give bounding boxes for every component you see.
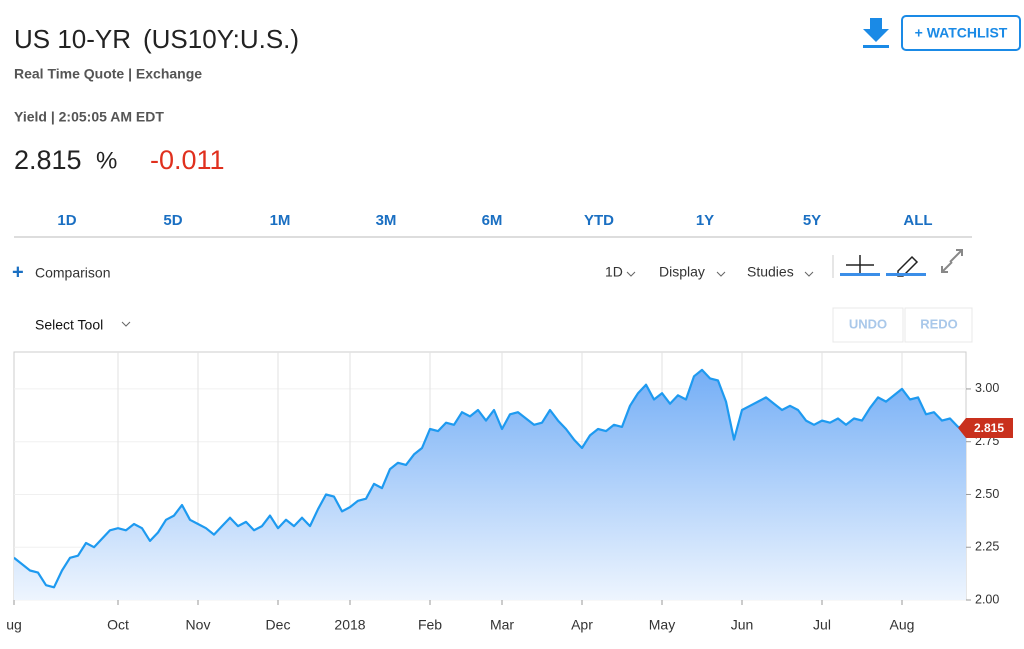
display-button[interactable]: Display <box>659 264 705 280</box>
price-line <box>14 368 966 589</box>
yield-label: Yield | 2:05:05 AM EDT <box>14 109 164 125</box>
x-tick-label: Jul <box>813 617 831 633</box>
x-tick-label: Mar <box>490 617 514 633</box>
draw-tool[interactable] <box>886 255 926 277</box>
x-tick-label: Feb <box>418 617 442 633</box>
y-tick-label: 2.00 <box>975 592 999 606</box>
subtitle: Real Time Quote | Exchange <box>14 66 202 82</box>
plot-area <box>14 368 966 600</box>
range-tab[interactable]: 1D <box>57 212 76 229</box>
comparison-button[interactable]: Comparison <box>35 265 110 281</box>
x-tick-label: Nov <box>186 617 211 633</box>
x-tick-label: Jun <box>731 617 754 633</box>
range-tab[interactable]: 5D <box>163 212 182 229</box>
x-tick-label: Oct <box>107 617 129 633</box>
x-tick-label: Aug <box>890 617 915 633</box>
range-tab[interactable]: 5Y <box>803 212 821 229</box>
range-tab[interactable]: YTD <box>584 212 614 229</box>
watchlist-label[interactable]: + WATCHLIST <box>915 25 1008 41</box>
last-value-tag <box>958 417 1013 438</box>
y-tick-label: 2.50 <box>975 487 999 501</box>
redo-label[interactable]: REDO <box>920 316 958 331</box>
interval-button[interactable]: 1D <box>605 264 623 280</box>
comparison-plus[interactable]: + <box>12 261 24 283</box>
studies-button[interactable]: Studies <box>747 264 794 280</box>
expand-button[interactable] <box>941 249 963 273</box>
undo-label[interactable]: UNDO <box>849 316 887 331</box>
redo-button[interactable] <box>904 307 973 343</box>
chevron <box>716 271 726 277</box>
chevron <box>626 271 636 277</box>
price-unit: % <box>96 147 117 174</box>
watchlist-button[interactable] <box>901 15 1021 51</box>
symbol: (US10Y:U.S.) <box>143 24 299 54</box>
y-tick-label: 2.25 <box>975 540 999 554</box>
range-tab[interactable]: 1Y <box>696 212 714 229</box>
range-tabs: 1D 5D 1M 3M 6M YTD 1Y 5Y ALL <box>57 212 932 229</box>
download-button[interactable] <box>863 18 889 48</box>
range-tab[interactable]: 6M <box>482 212 503 229</box>
x-tick-label: ug <box>6 617 22 633</box>
x-tick-label: Dec <box>266 617 291 633</box>
last-value-label: 2.815 <box>974 421 1004 435</box>
price: 2.815 <box>14 145 82 175</box>
select-tool[interactable]: Select Tool <box>35 317 103 333</box>
title: US 10-YR <box>14 24 131 54</box>
chevron <box>121 321 131 327</box>
change: -0.011 <box>150 145 225 175</box>
range-tab[interactable]: 3M <box>376 212 397 229</box>
y-tick-label: 3.00 <box>975 381 999 395</box>
x-tick-label: May <box>649 617 675 633</box>
undo-button[interactable] <box>832 307 904 343</box>
range-tab[interactable]: ALL <box>903 212 932 229</box>
crosshair-tool[interactable] <box>840 255 880 276</box>
x-tick-label: 2018 <box>334 617 365 633</box>
chevron <box>804 271 814 277</box>
area-fill <box>14 369 966 600</box>
x-tick-label: Apr <box>571 617 593 633</box>
range-tab[interactable]: 1M <box>270 212 291 229</box>
